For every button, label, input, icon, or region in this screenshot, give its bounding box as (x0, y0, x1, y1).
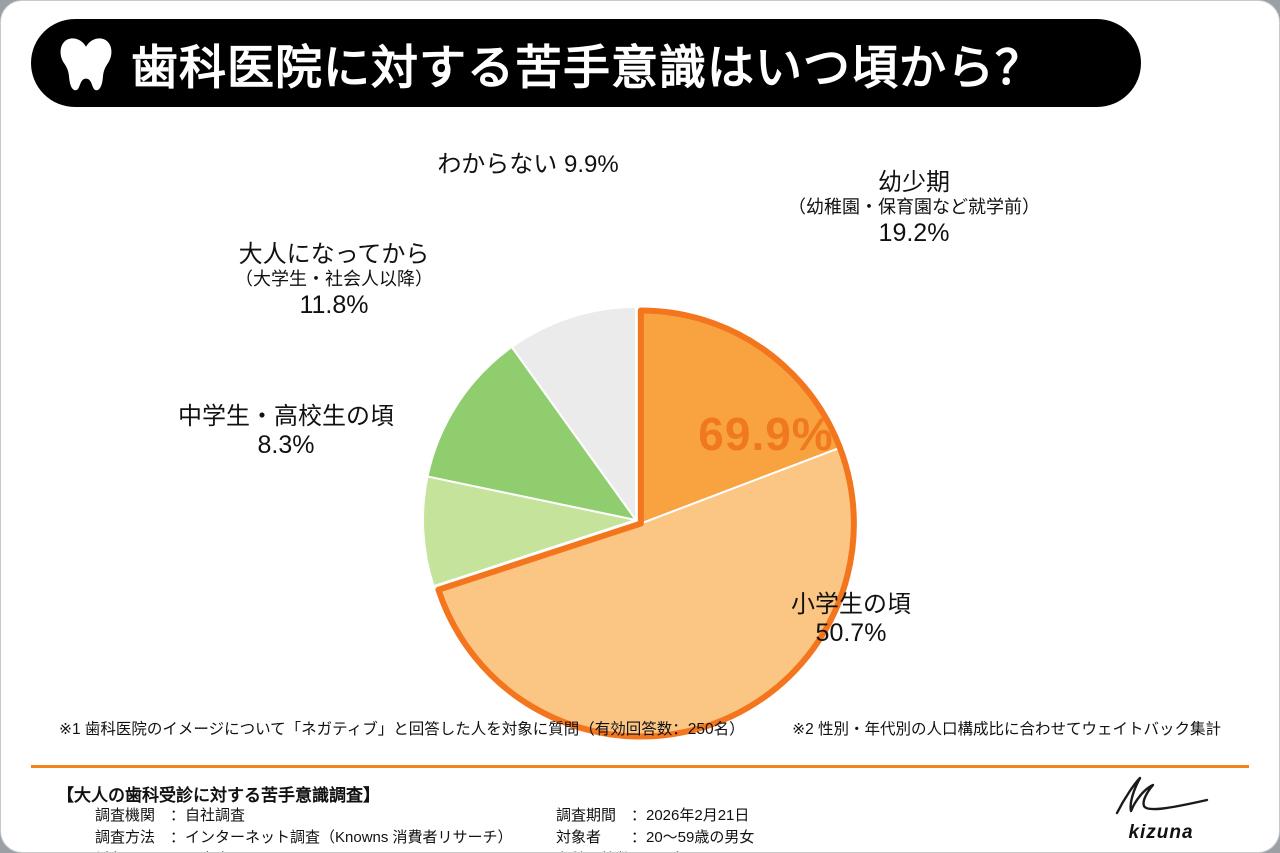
brand-logo: kizuna (1101, 773, 1221, 844)
tooth-icon (60, 38, 112, 91)
survey-column-left: 調査機関 ：自社調査 調査方法 ：インターネット調査（Knowns 消費者リサー… (95, 805, 513, 852)
survey-info: 【大人の歯科受診に対する苦手意識調査】 調査機関 ：自社調査 調査方法 ：インタ… (31, 776, 1249, 852)
survey-row: 有効回答数：482名 (556, 849, 754, 852)
callout-label: 幼少期 (878, 169, 950, 196)
highlight-percent: 69.9% (698, 408, 834, 460)
kizuna-k-mark (1115, 776, 1209, 815)
callout-percent: 8.3% (257, 431, 315, 460)
pie-slice (510, 306, 637, 521)
callout-shogakusei: 小学生の頃 50.7% (701, 591, 1001, 649)
brand-name: kizuna (1128, 822, 1194, 843)
callout-label: 大人になってから (238, 241, 430, 268)
pie-slice (422, 475, 637, 588)
survey-row: 調査機関 ：自社調査 (95, 807, 246, 824)
header-banner: 歯科医院に対する苦手意識はいつ頃から？ (31, 19, 1141, 107)
callout-sublabel: （大学生・社会人以降） (235, 269, 433, 290)
survey-row: 調査方法 ：インターネット調査（Knowns 消費者リサーチ） (95, 829, 513, 846)
footnotes: ※1 歯科医院のイメージについて「ネガティブ」と回答した人を対象に質問（有効回答… (31, 717, 1249, 739)
callout-label: わからない 9.9% (437, 151, 619, 178)
callout-chugakusei: 中学生・高校生の頃 8.3% (131, 403, 441, 461)
survey-title: 【大人の歯科受診に対する苦手意識調査】 (57, 786, 380, 805)
pie-chart (422, 306, 857, 740)
chart-area: わからない 9.9% 幼少期 （幼稚園・保育園など就学前） 19.2% 大人にな… (1, 107, 1279, 740)
callout-percent: 19.2% (878, 218, 950, 247)
orange-divider (31, 765, 1249, 768)
survey-row: 調査期間 ：2026年2月21日 (556, 807, 750, 824)
pie-slice (426, 345, 637, 521)
callout-sublabel: （幼稚園・保育園など就学前） (788, 197, 1040, 218)
callout-percent: 11.8% (299, 290, 369, 319)
highlight-outline (435, 307, 857, 740)
survey-row: 対象エリア：日本全国 (95, 849, 513, 852)
callout-otona: 大人になってから （大学生・社会人以降） 11.8% (179, 241, 489, 320)
footnote-2: ※2 性別・年代別の人口構成比に合わせてウェイトバック集計 (792, 721, 1221, 738)
survey-column-right: 調査期間 ：2026年2月21日 対象者 ：20～59歳の男女 有効回答数：48… (556, 805, 755, 852)
callout-wakaranai: わからない 9.9% (378, 151, 678, 179)
survey-row: 対象者 ：20～59歳の男女 (556, 829, 755, 846)
callout-label: 小学生の頃 (791, 591, 911, 618)
callout-label: 中学生・高校生の頃 (178, 403, 394, 430)
page-title: 歯科医院に対する苦手意識はいつ頃から？ (131, 40, 1043, 94)
callout-percent: 50.7% (815, 619, 887, 648)
callout-yoshoki: 幼少期 （幼稚園・保育園など就学前） 19.2% (756, 169, 1072, 248)
footnote-1: ※1 歯科医院のイメージについて「ネガティブ」と回答した人を対象に質問（有効回答… (59, 721, 745, 738)
